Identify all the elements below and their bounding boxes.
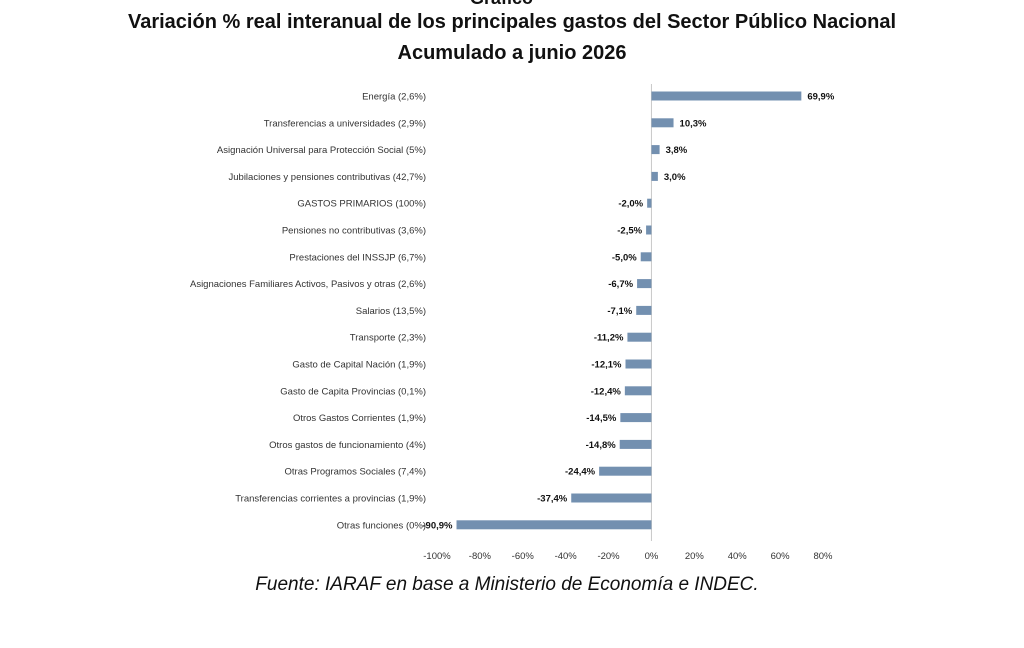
x-tick-label: -60% <box>512 551 535 562</box>
bar <box>646 225 652 235</box>
bar <box>637 279 652 289</box>
x-tick-label: -40% <box>555 551 578 562</box>
data-label: 10,3% <box>680 118 707 129</box>
bar <box>640 252 652 262</box>
bar <box>599 466 652 476</box>
category-label: Otros gastos de funcionamiento (4%) <box>269 440 426 451</box>
category-label: Salarios (13,5%) <box>356 306 426 317</box>
x-tick-label: -20% <box>597 551 620 562</box>
bar <box>620 413 652 423</box>
category-label: GASTOS PRIMARIOS (100%) <box>297 199 426 210</box>
bar <box>651 91 802 101</box>
data-label: -5,0% <box>612 252 637 263</box>
category-label: Pensiones no contributivas (3,6%) <box>282 226 426 237</box>
bar <box>456 520 652 530</box>
data-label: 3,0% <box>664 172 686 183</box>
bar <box>571 493 652 503</box>
data-label: -6,7% <box>608 279 633 290</box>
bar <box>651 118 674 128</box>
data-label: 69,9% <box>807 92 834 103</box>
data-label: -2,0% <box>618 199 643 210</box>
bar <box>627 332 652 342</box>
x-tick-label: 20% <box>685 551 705 562</box>
chart-title: Variación % real interanual de los princ… <box>127 11 897 33</box>
category-label: Asignaciones Familiares Activos, Pasivos… <box>190 279 426 290</box>
data-label: 3,8% <box>666 145 688 156</box>
category-label: Otros Gastos Corrientes (1,9%) <box>293 413 426 424</box>
data-label: -7,1% <box>607 306 632 317</box>
bar-chart: Energía (2,6%) 69,9% Transferencias a univ… <box>190 84 835 562</box>
figure-number-label: Gráfico <box>470 0 533 9</box>
x-tick-label: 0% <box>645 551 659 562</box>
bar <box>636 305 652 315</box>
data-label: -14,5% <box>586 413 617 424</box>
data-label: -37,4% <box>537 494 568 505</box>
bar <box>651 145 660 155</box>
data-label: -11,2% <box>594 333 624 344</box>
data-label: -12,4% <box>591 386 622 397</box>
data-label: -2,5% <box>617 226 642 237</box>
data-label: -12,1% <box>591 360 622 371</box>
x-tick-label: -100% <box>423 551 451 562</box>
category-label: Jubilaciones y pensiones contributivas (… <box>229 172 427 183</box>
bar <box>625 359 652 369</box>
bar <box>647 198 652 208</box>
x-tick-label: 60% <box>771 551 791 562</box>
bar <box>619 439 652 449</box>
x-tick-label: 80% <box>813 551 833 562</box>
category-label: Asignación Universal para Protección Soc… <box>217 145 426 156</box>
data-label: -14,8% <box>586 440 617 451</box>
category-label: Energía (2,6%) <box>362 92 426 103</box>
data-label: -24,4% <box>565 467 596 478</box>
bar <box>624 386 652 396</box>
chart-subtitle: Acumulado a junio 2026 <box>397 42 627 64</box>
category-label: Prestaciones del INSSJP (6,7%) <box>289 252 426 263</box>
category-label: Gasto de Capita Provincias (0,1%) <box>280 386 426 397</box>
source-note: Fuente: IARAF en base a Ministerio de Ec… <box>255 574 759 595</box>
x-tick-label: 40% <box>728 551 748 562</box>
category-label: Transporte (2,3%) <box>350 333 426 344</box>
category-label: Transferencias a universidades (2,9%) <box>264 118 426 129</box>
bar <box>651 171 658 181</box>
data-label: -90,9% <box>422 520 453 531</box>
category-label: Gasto de Capital Nación (1,9%) <box>292 360 426 371</box>
category-label: Otras Programos Sociales (7,4%) <box>285 467 427 478</box>
category-label: Otras funciones (0%) <box>337 520 426 531</box>
x-tick-label: -80% <box>469 551 492 562</box>
category-label: Transferencias corrientes a provincias (… <box>235 494 426 505</box>
